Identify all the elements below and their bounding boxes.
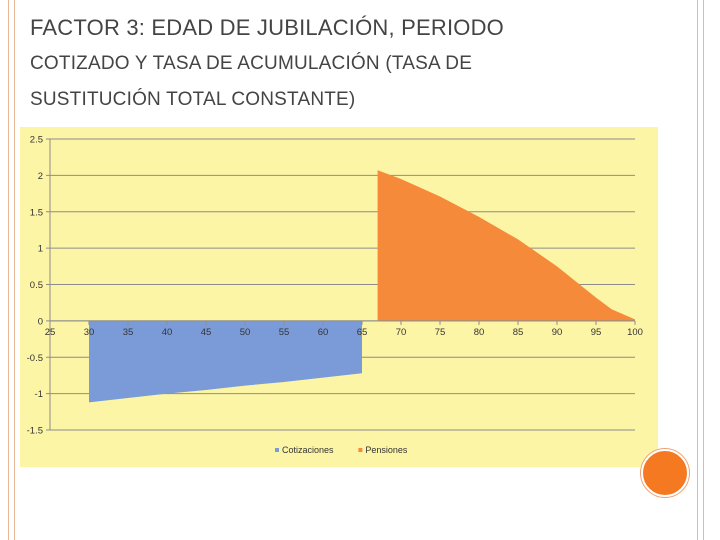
series-area-pensiones xyxy=(377,170,635,321)
accent-circle-decoration xyxy=(641,449,689,497)
y-tick-label: 1 xyxy=(38,244,43,255)
x-tick-label: 45 xyxy=(201,327,212,338)
x-tick-label: 90 xyxy=(552,327,563,338)
x-tick-label: 80 xyxy=(474,327,485,338)
slide-title-line-1: FACTOR 3: EDAD DE JUBILACIÓN, PERIODO xyxy=(30,15,504,40)
x-tick-label: 40 xyxy=(162,327,173,338)
x-tick-label: 70 xyxy=(396,327,407,338)
y-tick-label: 2.5 xyxy=(30,135,43,146)
y-tick-label: 0.5 xyxy=(30,280,43,291)
x-tick-label: 75 xyxy=(435,327,446,338)
x-tick-label: 100 xyxy=(627,327,643,338)
legend-label: Cotizaciones xyxy=(282,445,334,455)
x-tick-label: 50 xyxy=(240,327,251,338)
y-tick-label: -0.5 xyxy=(27,353,43,364)
y-tick-label: 2 xyxy=(38,171,43,182)
x-tick-label: 35 xyxy=(123,327,134,338)
y-tick-label: 0 xyxy=(38,316,43,327)
y-tick-label: -1.5 xyxy=(27,426,43,437)
slide-title-line-3: SUSTITUCIÓN TOTAL CONSTANTE) xyxy=(30,89,356,110)
slide-title-line-2: COTIZADO Y TASA DE ACUMULACIÓN (TASA DE xyxy=(30,53,473,74)
legend-label: Pensiones xyxy=(365,445,408,455)
y-tick-label: 1.5 xyxy=(30,207,43,218)
chart-area: 2.5 2 1.5 1 0.5 0 -0.5 -1 -1.5 25 30 35 40 45 50 55 60 65… xyxy=(20,127,658,467)
x-tick-label: 25 xyxy=(45,327,56,338)
x-tick-label: 65 xyxy=(357,327,368,338)
y-tick-label: -1 xyxy=(35,389,43,400)
x-tick-label: 95 xyxy=(591,327,602,338)
x-tick-label: 85 xyxy=(513,327,524,338)
series-area-cotizaciones xyxy=(89,320,362,403)
right-border-decoration xyxy=(697,0,704,540)
x-tick-label: 60 xyxy=(318,327,329,338)
slide-title: FACTOR 3: EDAD DE JUBILACIÓN, PERIODO CO… xyxy=(30,10,650,118)
legend-marker xyxy=(358,448,363,452)
x-tick-label: 55 xyxy=(279,327,290,338)
area-chart: 2.5 2 1.5 1 0.5 0 -0.5 -1 -1.5 25 30 35 40 45 50 55 60 65… xyxy=(27,135,643,456)
legend-marker xyxy=(275,448,279,452)
left-border-decoration xyxy=(8,0,15,540)
x-tick-label: 30 xyxy=(84,327,95,338)
